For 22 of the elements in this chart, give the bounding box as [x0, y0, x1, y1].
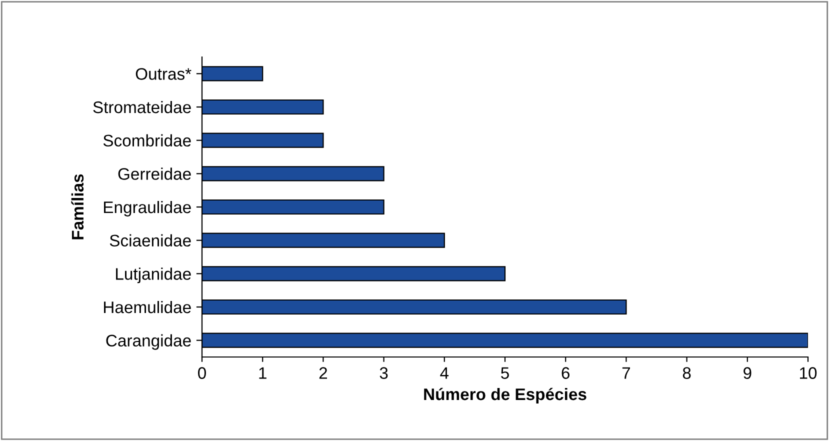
y-tick-label: Gerreidae [118, 168, 191, 180]
y-axis-title: Famílias [71, 174, 84, 240]
y-tick-label: Haemulidae [104, 300, 191, 314]
y-tick-label: Stromateidae [93, 100, 191, 114]
x-tick-label: 7 [622, 367, 630, 379]
x-tick-label: 0 [198, 367, 206, 379]
y-tick-label: Scombridae [103, 134, 191, 147]
x-tick-label: 6 [562, 367, 570, 379]
x-tick-label: 4 [440, 367, 449, 379]
x-tick-label: 9 [744, 367, 752, 379]
x-tick-label: 1 [259, 367, 266, 379]
y-tick-label: Engraulidae [104, 200, 191, 216]
y-tick-label: Lutjanidae [116, 268, 191, 284]
y-tick-label: Sciaenidae [110, 234, 191, 247]
x-tick-label: 3 [380, 367, 388, 379]
x-tick-label: 8 [682, 367, 691, 379]
y-tick-label: Outras* [136, 68, 192, 80]
x-tick-label: 2 [319, 367, 327, 379]
x-tick-label: 10 [800, 367, 817, 379]
x-tick-label: 5 [501, 367, 509, 379]
y-tick-label: Carangidae [106, 334, 191, 350]
x-axis-title: Número de Espécies [424, 388, 586, 404]
